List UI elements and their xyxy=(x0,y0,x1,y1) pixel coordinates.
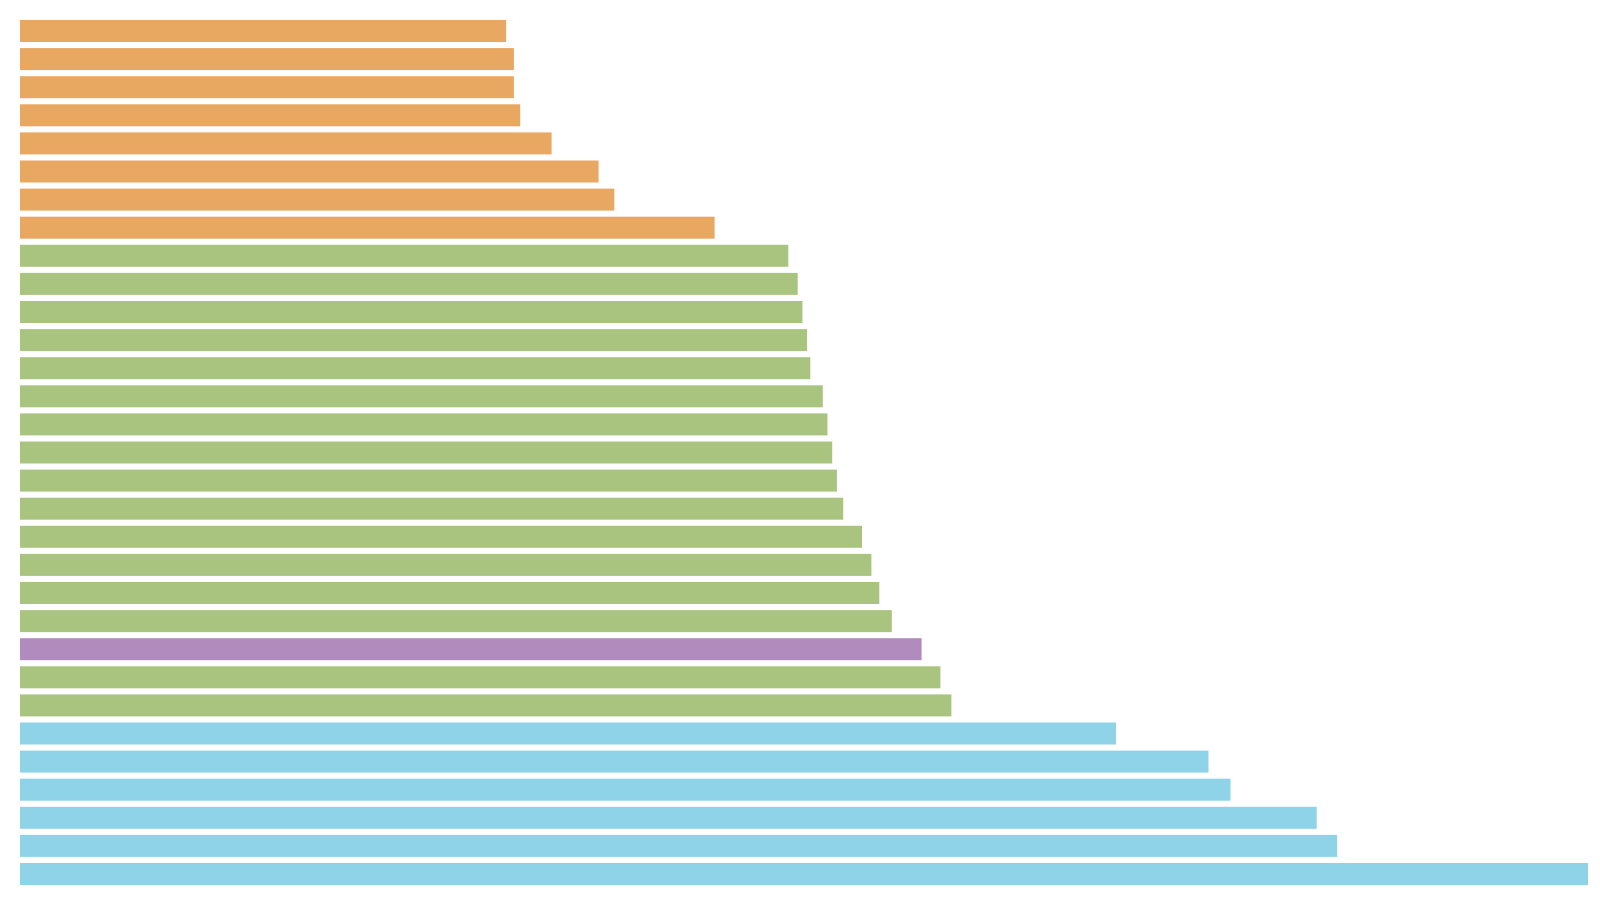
bar-26 xyxy=(20,722,1116,745)
bar-7 xyxy=(20,188,615,211)
bar-20 xyxy=(20,553,872,576)
bar-8 xyxy=(20,216,715,239)
bar-31 xyxy=(20,863,1588,885)
bar-1 xyxy=(20,20,507,42)
bar-24 xyxy=(20,666,941,689)
bar-2 xyxy=(20,48,514,71)
bar-29 xyxy=(20,806,1317,829)
bar-25 xyxy=(20,694,952,717)
bar-3 xyxy=(20,76,514,99)
bar-14 xyxy=(20,385,823,408)
bar-23 xyxy=(20,638,922,661)
bar-21 xyxy=(20,582,880,604)
bar-22 xyxy=(20,610,892,633)
bar-13 xyxy=(20,357,811,380)
bar-30 xyxy=(20,834,1338,857)
bar-18 xyxy=(20,497,844,520)
bar-15 xyxy=(20,413,828,436)
bar-16 xyxy=(20,441,833,464)
bar-19 xyxy=(20,525,862,548)
bar-6 xyxy=(20,160,599,183)
bar-10 xyxy=(20,272,798,295)
bar-4 xyxy=(20,104,521,127)
bar-11 xyxy=(20,301,803,323)
bar-17 xyxy=(20,469,837,492)
bar-5 xyxy=(20,132,552,155)
bar-27 xyxy=(20,750,1209,773)
bar-12 xyxy=(20,329,808,352)
bar-28 xyxy=(20,778,1231,801)
bar-9 xyxy=(20,244,789,267)
